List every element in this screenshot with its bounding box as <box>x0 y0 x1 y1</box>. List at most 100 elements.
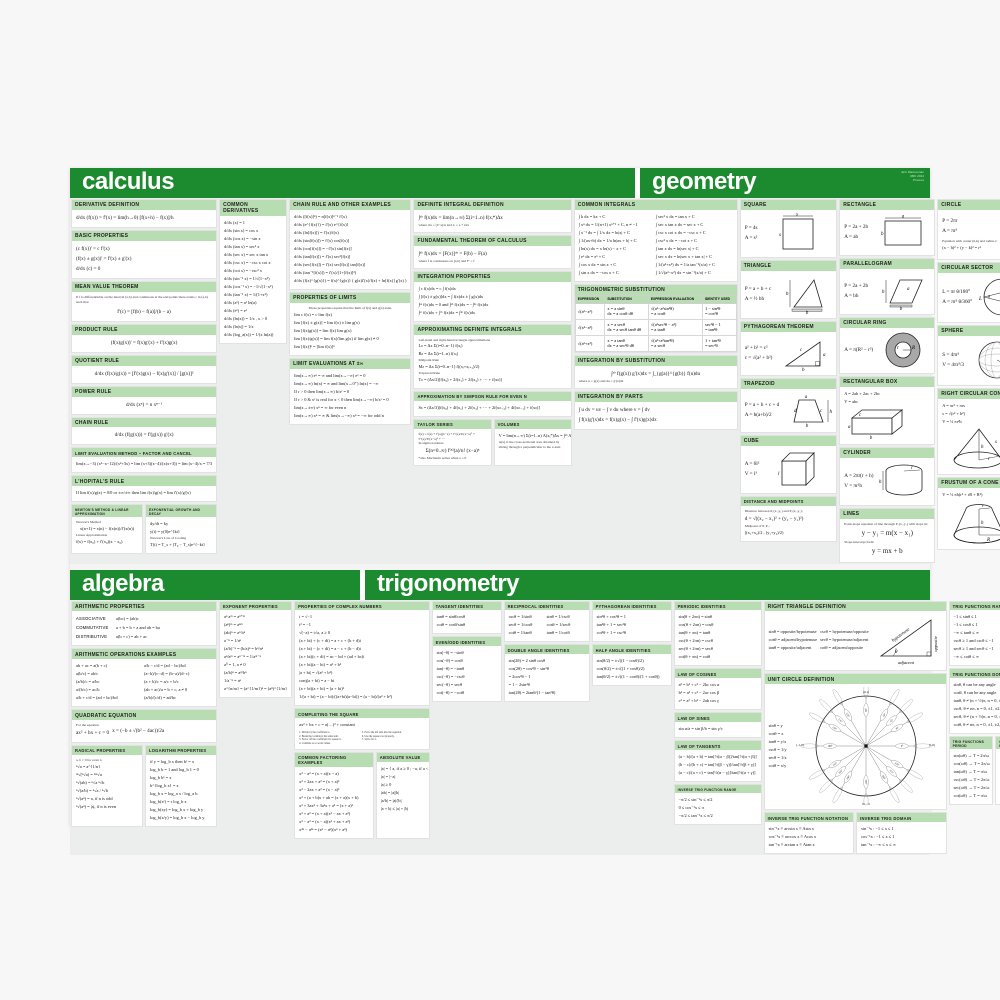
trig-range-list: −1 ≤ sinθ ≤ 1 −1 ≤ cosθ ≤ 1 −∞ ≤ tanθ ≤ ∞ c… <box>950 610 1000 665</box>
formula: dy/dt = ky <box>150 521 169 527</box>
formula: d/dx (tan⁻¹[f(x)]) = f'(x)/(1+[f(x)]²) <box>294 269 357 275</box>
card-header: Quadratic Equation <box>72 710 216 721</box>
geometry-title: geometry <box>652 168 757 195</box>
formula: V = 4πr³/3 <box>942 361 964 368</box>
absolute-value-list: |a| = { a, if a ≥ 0 ; −a, if a < 0 } |a| … <box>377 762 429 817</box>
card-chain-rule: Chain Rule d/dx (f(g(x))) = f'(g(x)) g'(… <box>71 416 218 446</box>
formula: x³ + a³ = (x + a)(x² − ax + a²) <box>299 811 351 817</box>
formula: x² − 2ax + a² = (x − a)² <box>299 787 340 793</box>
formula: = 1 − 2sin²θ <box>508 682 530 688</box>
formula: tanθ = opposite/adjacent <box>768 645 812 651</box>
formula: ∫ sec x dx = ln|sec x + tan x| + C <box>655 253 713 259</box>
svg-text:120°: 120° <box>845 713 850 719</box>
card-complex-numbers: Properties of Complex Numbers i = √−1 i² … <box>294 600 430 707</box>
card-header: Trig Functions Period <box>949 737 993 750</box>
reciprocal-right: sinθ = 1/cscθ cosθ = 1/secθ tanθ = 1/cotθ <box>547 613 585 637</box>
formula: A = ab <box>844 233 859 240</box>
formula: a/b − c/d = (ad − bc)/bd <box>144 663 186 669</box>
law-sines-list: sin α/a = sin β/b = sin γ/c <box>675 722 761 737</box>
rectangle-figure: a b <box>871 213 930 251</box>
svg-text:210°: 210° <box>832 762 838 767</box>
card-header: Right Circular Cone <box>938 388 1000 399</box>
top-content: Derivative Definition d/dx (f(x)) = f'(x… <box>70 198 1000 564</box>
card-header: Circle <box>938 200 1000 210</box>
card-ftc: Fundamental Theorem of Calculus ∫ᵃᵇ f(x)… <box>413 234 572 269</box>
table-cell: x = a sinθ dx = a cosθ dθ <box>604 302 649 320</box>
card-volumes: Volumes V = lim(n→∞) Σ(i=1..n) A(xᵢ*)Δx … <box>493 418 572 467</box>
completing-steps-left: 1. Divide by the coefficient a. 2. Break … <box>299 731 362 745</box>
formula: (aⁿ)ᵐ = aⁿᵐ <box>224 622 243 628</box>
card-even-odd-identities: Even/Odd Identities sin(−θ) = −sinθ cos(−… <box>431 636 502 703</box>
formula: (a − c)/(a + c) = tan[½(α − γ)]/tan[½(α … <box>678 770 756 776</box>
formula: V = ⅓ πr²h <box>942 418 962 424</box>
formula: ax² + bx + c = a(…)² + constant <box>299 722 355 728</box>
formula: cos(θ/2) = ±√((1 + cosθ)/2) <box>596 666 645 672</box>
card-frustum: Frustum of a Cone V = ⅓ πh(r² + rR + R²)… <box>937 476 1000 550</box>
formula: x(n+1) = x(n) − f(x(n))/f'(x(n)) <box>79 526 135 532</box>
svg-text:h: h <box>830 410 833 415</box>
svg-text:L: L <box>979 296 982 302</box>
card-header: Properties of Complex Numbers <box>295 601 429 611</box>
svg-text:a: a <box>901 214 904 219</box>
note: Point-slope equation of line through P₁(… <box>844 521 928 526</box>
formula: ∫ 1/(a²+x²) dx = 1/a tan⁻¹(x/a) + C <box>655 261 716 267</box>
formula: csc(−θ) = −cscθ <box>436 674 465 680</box>
card-header: Common Integrals <box>574 200 737 210</box>
card-simpson-rule: Approximation by Simpson Rule for Even n… <box>413 390 572 417</box>
card-header: Pythagorean Identities <box>592 601 671 611</box>
circular-ring-figure: r R <box>876 331 930 369</box>
triangle-figure: h b <box>774 274 832 314</box>
card-header: Frustum of a Cone <box>938 477 1000 488</box>
formula: secθ = 1/x <box>768 755 787 761</box>
formula: a^{n/m} = (a^{1/m})ⁿ = (aⁿ)^{1/m} <box>224 686 288 692</box>
formula: Rₙ = Δx Σ(i=1..n) f(xᵢ) <box>418 351 459 357</box>
formula: sin(θ + 2πn) = sinθ <box>678 614 712 620</box>
card-tangent-identities: Tangent Identities tanθ = sinθ/cosθ cotθ … <box>431 600 502 635</box>
card-header: Integration by Substitution <box>574 355 737 366</box>
formula: T(t) = T_s + (T₀ − T_s)e^{−kt} <box>150 542 206 548</box>
note: *also Maclaurin series when a = 0 <box>418 456 467 461</box>
svg-text:opposite: opposite <box>933 637 938 653</box>
card-header: Cofunction Identities <box>996 737 1000 750</box>
card-half-angle-identities: Half Angle Identities sin(θ/2) = ±√((1 −… <box>591 644 672 687</box>
card-approximating-integrals: Approximating Definite Integrals Left-ha… <box>413 323 572 389</box>
card-rectangular-box: Rectangular Box A = 2ab + 2ac + 2bc V = … <box>839 375 936 445</box>
formula: ⁿ√(ab) = ⁿ√a ⁿ√b <box>76 780 105 786</box>
formula: A = π(R² − r²) <box>844 346 874 353</box>
table-cell: √(a²−a²sin²θ) = a cosθ <box>647 302 703 320</box>
formula: cot²θ + 1 = csc²θ <box>596 630 626 636</box>
svg-text:θ: θ <box>895 650 898 655</box>
formula: (f(x) ± g(x))' = f'(x) ± g'(x) <box>76 255 132 262</box>
table-body: √(a²−x²) x = a sinθ dx = a cosθ dθ √(a²−a²s… <box>574 302 737 352</box>
formula: cotθ = cosθ/sinθ <box>436 622 466 628</box>
card-header: Double Angle Identities <box>504 645 589 655</box>
card-header: Triangle <box>740 260 837 271</box>
formula: ∫ eˣ dx = eˣ + C <box>578 253 606 259</box>
card-trig-functions-range: Trig Functions Range −1 ≤ sinθ ≤ 1 −1 ≤ c… <box>948 600 1000 667</box>
card-header: Integration by Parts <box>574 391 737 402</box>
trig-column-1: Tangent Identities tanθ = sinθ/cosθ cotθ … <box>431 600 503 704</box>
formula: (c f(x))' = c f'(x) <box>76 245 110 252</box>
formula: ⁿ√(a/b) = ⁿ√a / ⁿ√b <box>76 788 108 794</box>
card-header: Cube <box>740 435 837 446</box>
inverse-range-list: −π/2 ≤ sin⁻¹x ≤ π/2 0 ≤ cos⁻¹x ≤ π −π/2 ≤ … <box>675 793 761 824</box>
card-header: Arithmetic Properties <box>72 601 216 612</box>
formula: lim(x→±∞) xⁿ = ∞ for even n <box>294 404 347 410</box>
formula: a/b + c/d = (ad + bc)/bd <box>76 695 118 701</box>
card-header: Basic Properties <box>72 230 217 241</box>
formula: sinθ, θ can be any angle <box>953 682 996 688</box>
formula: ∫ sin x dx = −cos x + C <box>578 269 619 275</box>
card-integration-by-parts: Integration by Parts ∫ u dv = uv − ∫ v d… <box>573 390 738 430</box>
card-cube: Cube A = 6l² V = l³ l <box>739 434 838 494</box>
table-cell: x = a tanθ dx = a sec²θ dθ <box>604 334 649 352</box>
table-header-row: Expression Substitution Expression Evaluat… <box>574 294 737 304</box>
formula: sin(2θ) = 2 sinθ cosθ <box>508 658 546 664</box>
svg-text:R: R <box>911 346 915 351</box>
table-cell: √(a²+x²) <box>574 334 606 352</box>
trig-column-4: Periodic Identities sin(θ + 2πn) = sinθ c… <box>673 600 763 827</box>
card-header: Trig Functions Range <box>949 601 1000 611</box>
formula: d/dx (c) = 0 <box>76 265 101 272</box>
card-header: Distance and Midpoints <box>740 496 837 506</box>
svg-text:225°: 225° <box>838 769 844 775</box>
right-triangle-right: cscθ = hypotenuse/opposite secθ = hypoten… <box>820 628 868 652</box>
